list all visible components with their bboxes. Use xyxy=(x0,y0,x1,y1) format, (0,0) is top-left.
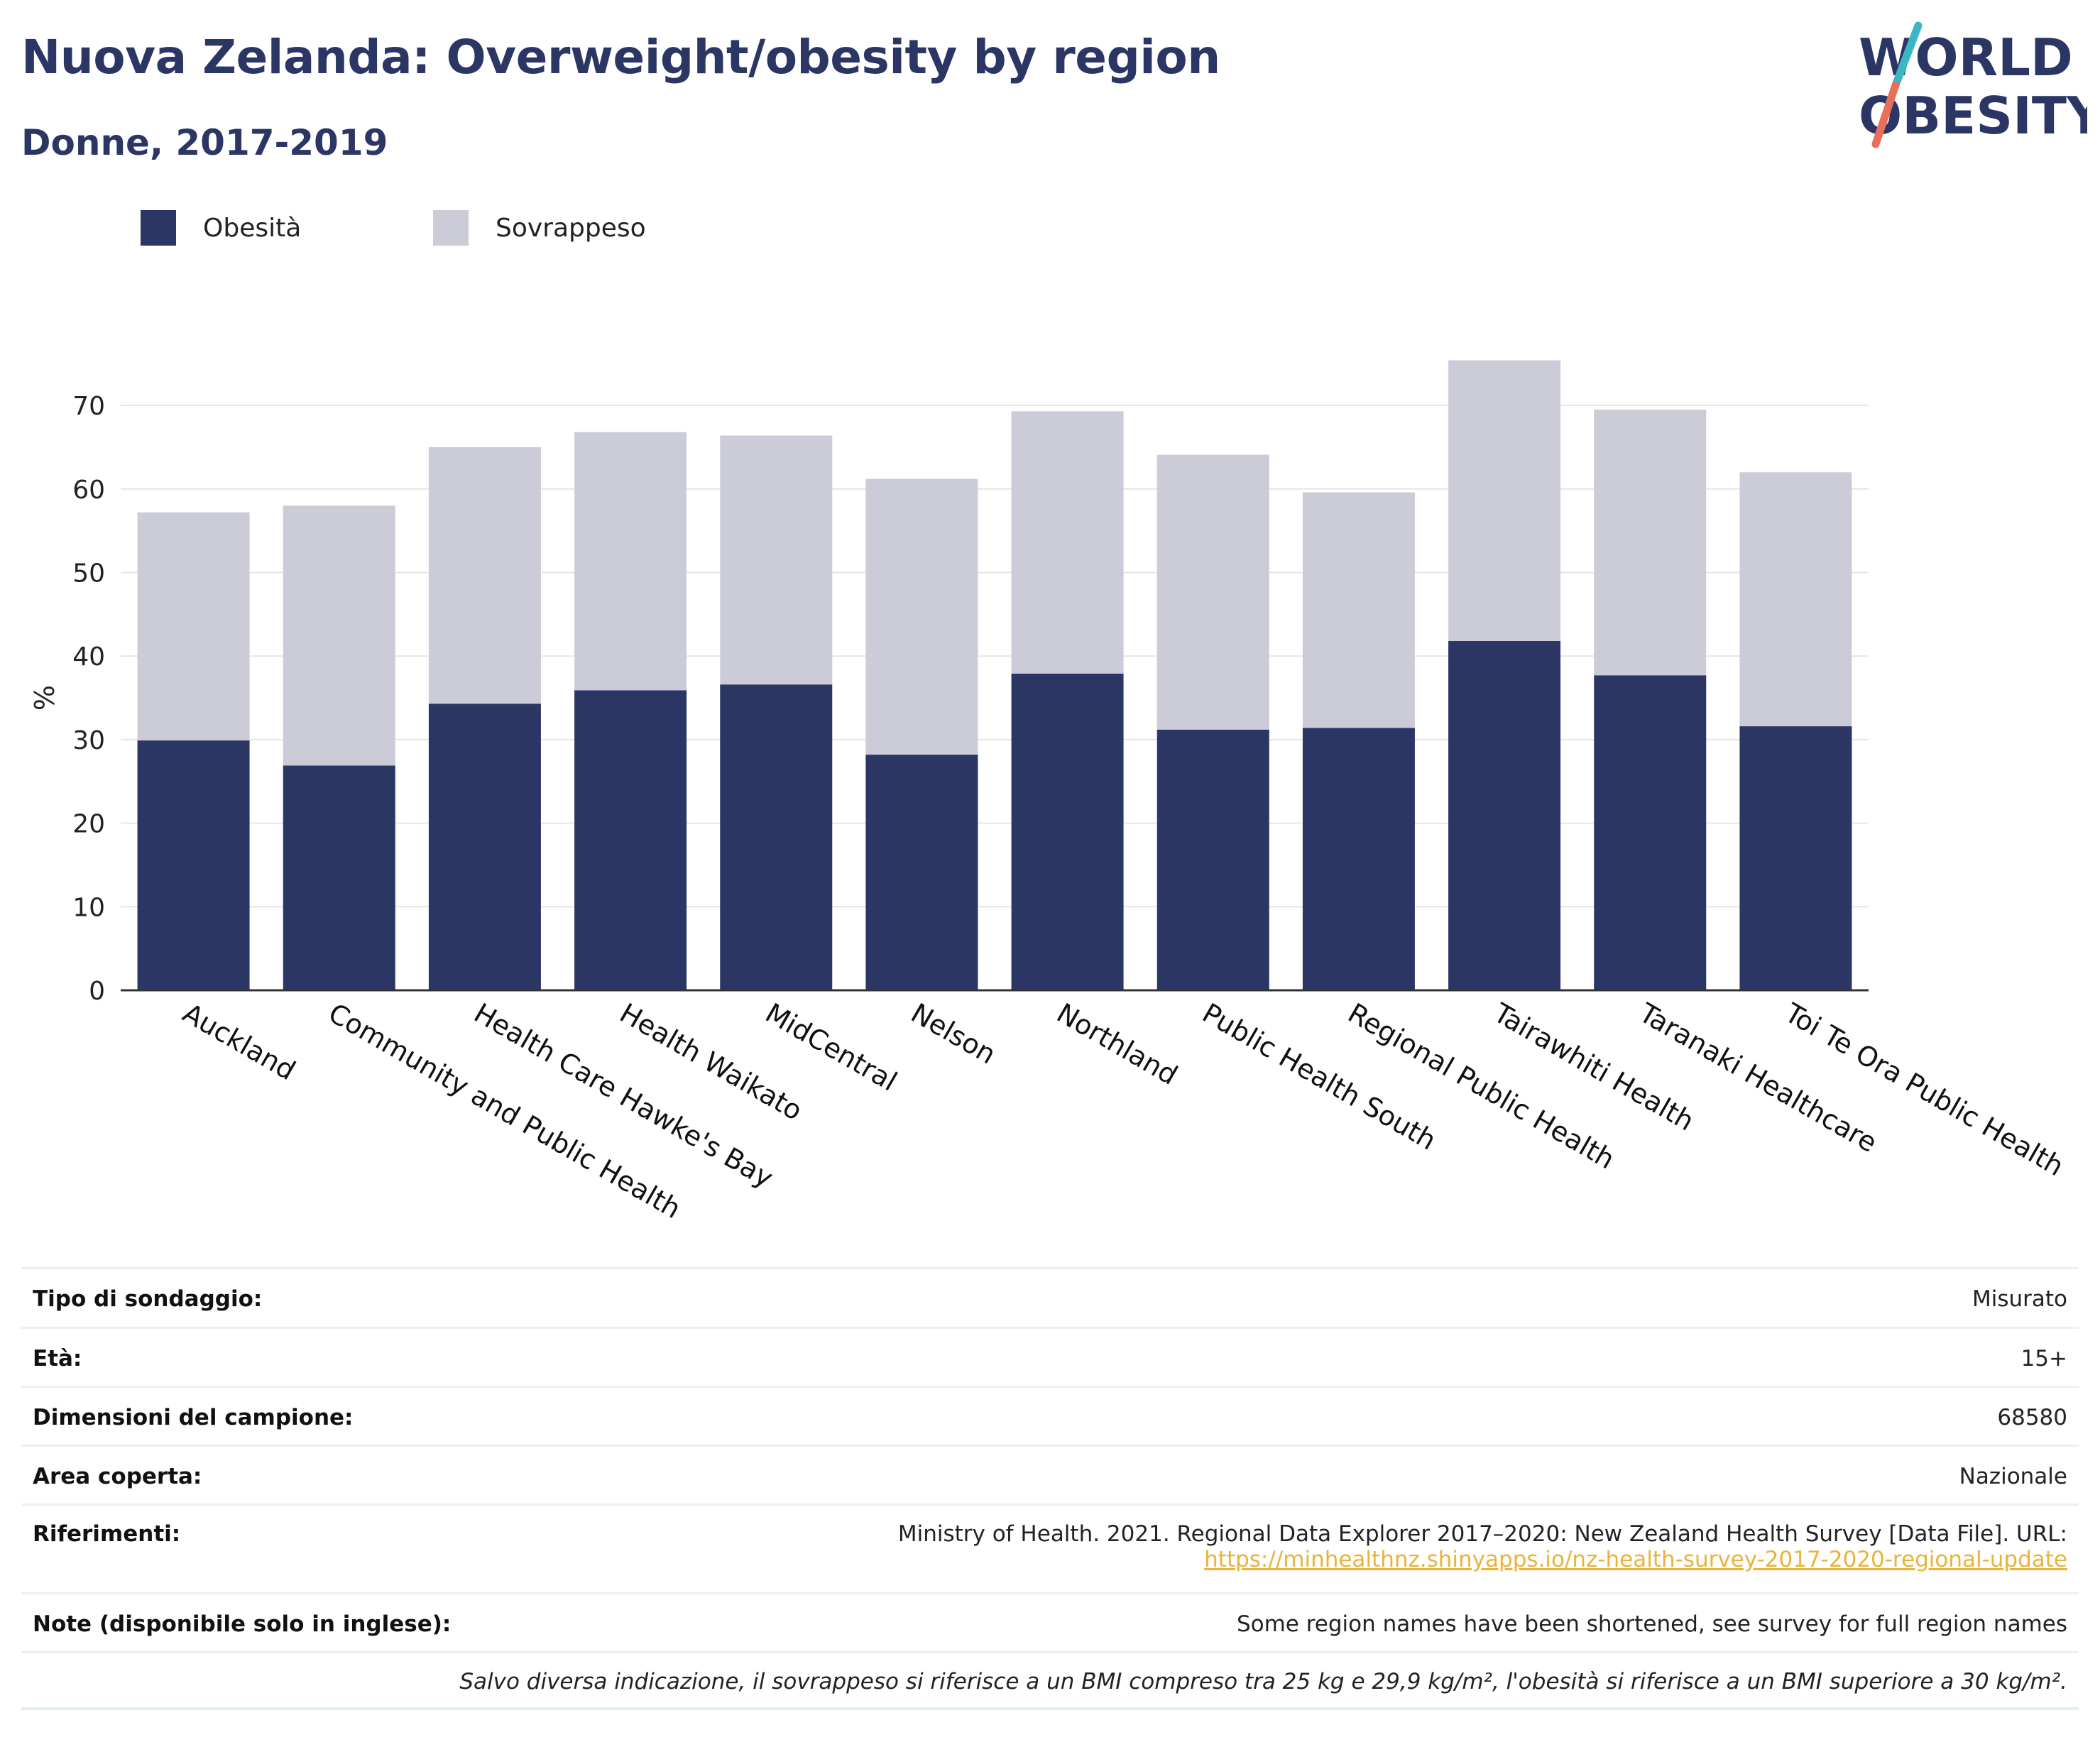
legend-swatch-obesity xyxy=(141,210,176,246)
detail-row-sample-size: Dimensioni del campione: 68580 xyxy=(21,1386,2079,1445)
bar-overweight xyxy=(1156,454,1269,730)
detail-label-survey-type: Tipo di sondaggio: xyxy=(33,1286,263,1312)
detail-value-area: Nazionale xyxy=(1959,1464,2067,1489)
x-tick-label: Public Health South xyxy=(1197,997,1441,1156)
legend-label-overweight: Sovrappeso xyxy=(496,213,646,243)
x-tick-label: Toi Te Ora Public Health xyxy=(1779,997,2069,1182)
detail-label-notes: Note (disponibile solo in inglese): xyxy=(33,1611,452,1637)
bar-overweight xyxy=(720,435,833,685)
detail-row-references: Riferimenti: Ministry of Health. 2021. R… xyxy=(21,1504,2079,1592)
bar-overweight xyxy=(574,432,687,691)
detail-label-age: Età: xyxy=(33,1346,82,1371)
y-tick-label: 20 xyxy=(72,810,105,839)
chart-title: Nuova Zelanda: Overweight/obesity by reg… xyxy=(21,30,1220,84)
reference-text: Ministry of Health. 2021. Regional Data … xyxy=(897,1521,2067,1547)
reference-link[interactable]: https://minhealthnz.shinyapps.io/nz-heal… xyxy=(1204,1547,2067,1572)
detail-value-age: 15+ xyxy=(2020,1346,2067,1371)
x-tick-label: Nelson xyxy=(906,997,1001,1070)
detail-value-references: Ministry of Health. 2021. Regional Data … xyxy=(898,1521,2067,1572)
chart-subtitle: Donne, 2017-2019 xyxy=(21,122,388,163)
bar-overweight xyxy=(1302,492,1415,728)
x-tick-label: Northland xyxy=(1051,997,1183,1091)
detail-row-area: Area coperta: Nazionale xyxy=(21,1445,2079,1504)
y-tick-label: 50 xyxy=(72,559,105,588)
x-tick-label: Taranaki Healthcare xyxy=(1634,997,1882,1159)
legend-item-obesity[interactable]: Obesità xyxy=(141,210,301,246)
detail-value-sample-size: 68580 xyxy=(1997,1405,2067,1430)
legend-label-obesity: Obesità xyxy=(203,213,302,243)
bar-obesity xyxy=(1156,729,1269,990)
x-tick-label: Regional Public Health xyxy=(1342,997,1619,1176)
bar-obesity xyxy=(283,765,395,990)
detail-row-notes: Note (disponibile solo in inglese): Some… xyxy=(21,1592,2079,1651)
logo-line2: OBESITY xyxy=(1859,86,2087,146)
bar-obesity xyxy=(865,755,978,990)
y-axis-title: % xyxy=(29,685,60,711)
detail-value-notes: Some region names have been shortened, s… xyxy=(1236,1611,2067,1637)
y-tick-label: 30 xyxy=(72,726,105,755)
logo-coral-slash xyxy=(1871,81,1900,148)
bar-obesity xyxy=(1302,728,1415,990)
y-tick-label: 40 xyxy=(72,642,105,672)
bar-overweight xyxy=(1448,360,1561,642)
bar-obesity xyxy=(428,703,541,990)
bar-obesity xyxy=(1011,673,1124,990)
y-tick-label: 0 xyxy=(89,977,105,1006)
legend-swatch-overweight xyxy=(433,210,469,246)
bar-obesity xyxy=(1739,726,1852,990)
bar-obesity xyxy=(137,740,250,990)
y-tick-label: 10 xyxy=(72,893,105,922)
bar-overweight xyxy=(1739,472,1852,727)
detail-row-survey-type: Tipo di sondaggio: Misurato xyxy=(21,1267,2079,1327)
bar-overweight xyxy=(1011,411,1124,674)
bar-overweight xyxy=(1594,409,1707,676)
bar-overweight xyxy=(428,447,541,704)
x-tick-label: Auckland xyxy=(177,997,301,1087)
y-tick-label: 60 xyxy=(72,476,105,505)
bar-obesity xyxy=(1594,675,1707,990)
bar-overweight xyxy=(283,505,395,766)
y-tick-label: 70 xyxy=(72,392,105,421)
logo-teal-slash xyxy=(1891,21,1923,89)
footnote: Salvo diversa indicazione, il sovrappeso… xyxy=(21,1651,2079,1710)
detail-label-area: Area coperta: xyxy=(33,1464,202,1489)
world-obesity-logo: WORLD OBESITY xyxy=(1859,21,2087,148)
legend-item-overweight[interactable]: Sovrappeso xyxy=(433,210,646,246)
survey-details: Tipo di sondaggio: Misurato Età: 15+ Dim… xyxy=(21,1267,2079,1710)
detail-value-survey-type: Misurato xyxy=(1972,1286,2067,1312)
detail-label-sample-size: Dimensioni del campione: xyxy=(33,1405,354,1430)
detail-label-references: Riferimenti: xyxy=(33,1521,181,1547)
logo-line1: WORLD xyxy=(1859,28,2073,87)
bar-obesity xyxy=(574,690,687,990)
bar-obesity xyxy=(720,684,833,990)
bar-obesity xyxy=(1448,641,1561,990)
bar-overweight xyxy=(137,512,250,741)
detail-row-age: Età: 15+ xyxy=(21,1327,2079,1386)
bar-overweight xyxy=(865,478,978,755)
x-tick-label: MidCentral xyxy=(760,997,902,1097)
